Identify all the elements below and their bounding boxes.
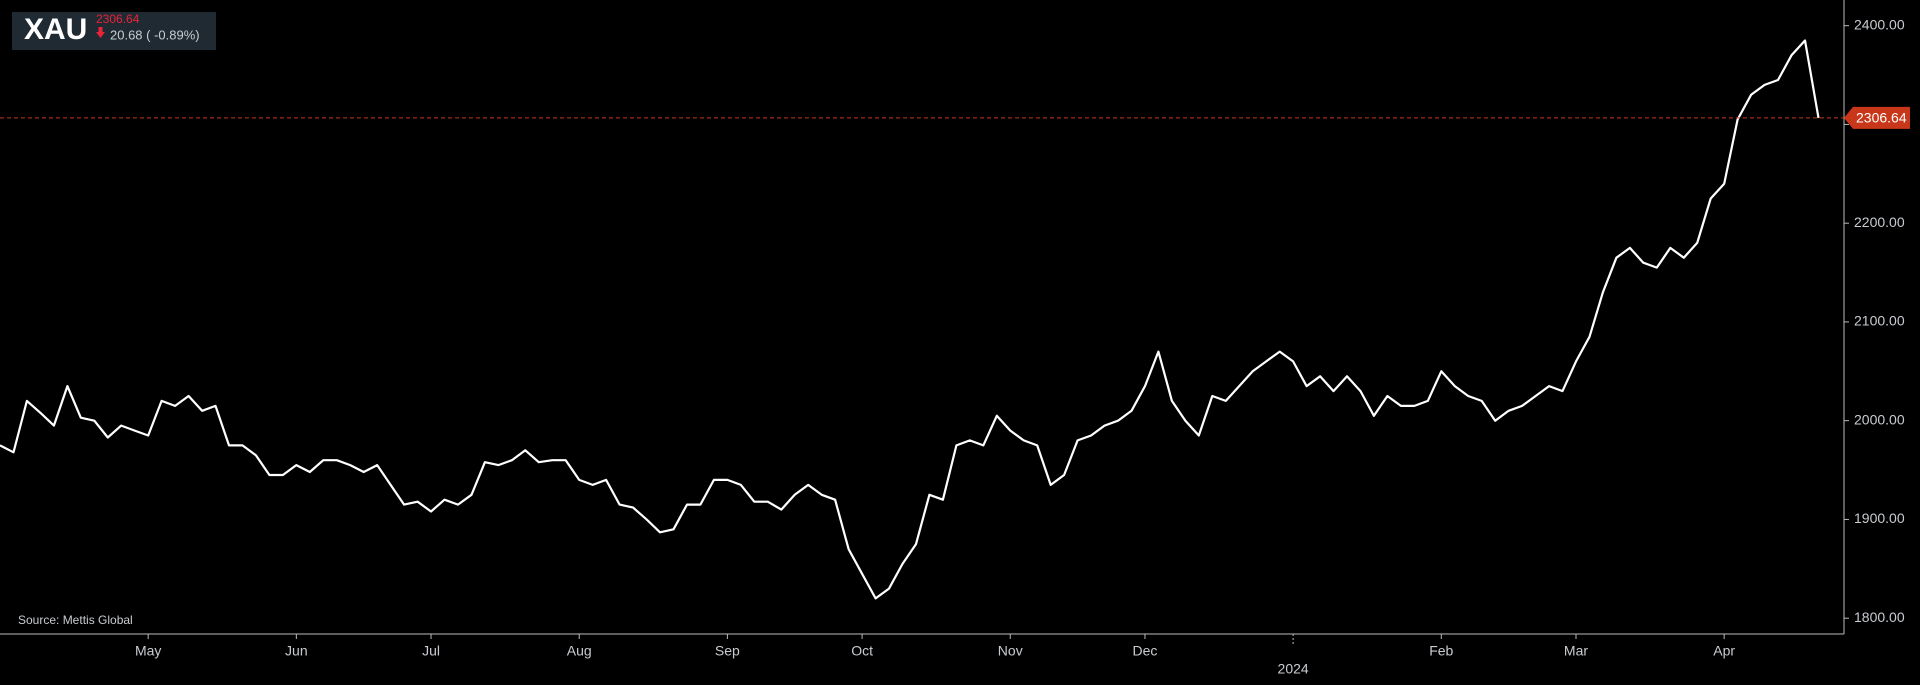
x-tick-label: Aug: [567, 643, 592, 659]
last-price-tag: [1844, 106, 1910, 129]
x-tick-label: Oct: [851, 643, 873, 659]
x-tick-label: Jul: [422, 643, 440, 659]
x-tick-label: Nov: [998, 643, 1023, 659]
header-price: 2306.64: [96, 12, 140, 26]
down-arrow: [96, 27, 105, 38]
y-tick-label: 2400.00: [1854, 16, 1905, 32]
x-tick-label: Jun: [285, 643, 308, 659]
y-tick-label: 2100.00: [1854, 313, 1905, 329]
last-price-label: 2306.64: [1856, 110, 1907, 126]
symbol: XAU: [24, 13, 87, 46]
price-line: [0, 39, 1820, 600]
y-tick-label: 2000.00: [1854, 411, 1905, 427]
x-tick-label: 2024: [1278, 661, 1309, 677]
x-tick-label: Feb: [1429, 643, 1453, 659]
x-tick-label: May: [135, 643, 161, 659]
header-box: [12, 12, 216, 50]
y-tick-label: 1800.00: [1854, 609, 1905, 625]
x-tick-label: Apr: [1713, 643, 1735, 659]
x-tick-label: Dec: [1132, 643, 1157, 659]
y-tick-label: 2200.00: [1854, 214, 1905, 230]
header-change: 20.68 ( -0.89%): [110, 27, 200, 42]
x-tick-label: Sep: [715, 643, 740, 659]
x-tick-label: Mar: [1564, 643, 1588, 659]
source: Source: Mettis Global: [18, 613, 133, 627]
y-tick-label: 1900.00: [1854, 510, 1905, 526]
